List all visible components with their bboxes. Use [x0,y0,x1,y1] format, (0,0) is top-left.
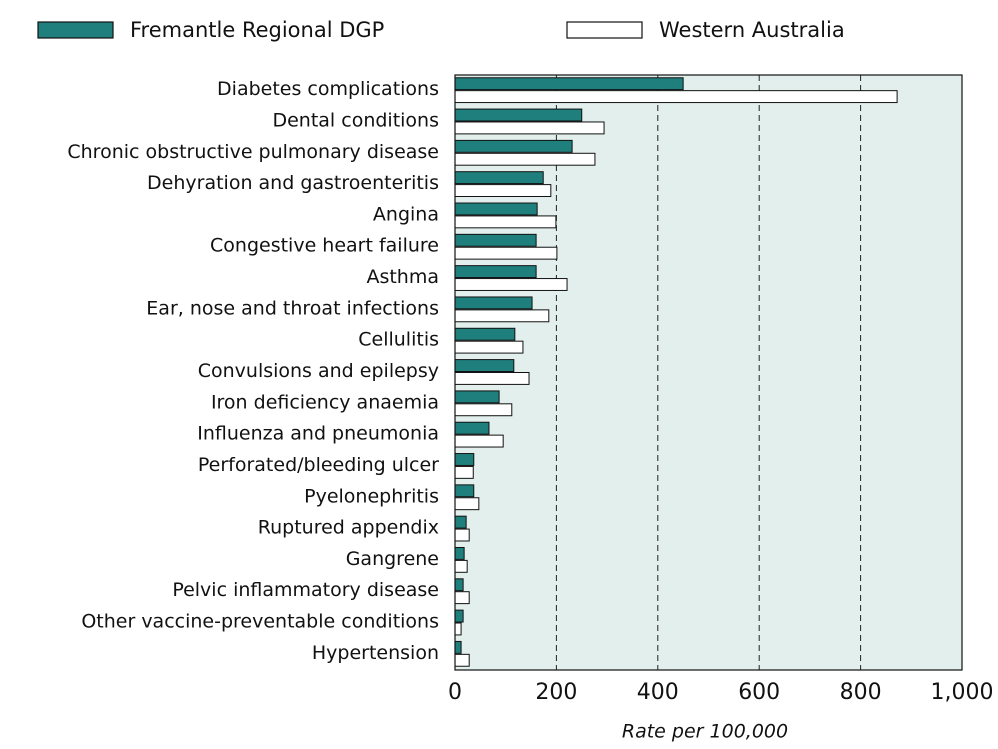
bar [454,77,684,91]
bar [454,453,475,466]
y-tick-label: Congestive heart failure [210,235,439,257]
bar [454,296,533,310]
bar [454,622,462,636]
legend-label: Western Australia [659,18,845,42]
bar [454,609,464,623]
x-tick-label: 400 [637,680,679,705]
y-tick-label: Dehyration and gastroenteritis [147,172,439,194]
bar [454,578,464,592]
x-tick-label: 600 [738,680,780,705]
bar [454,246,558,260]
bar [454,309,550,323]
x-tick-label: 800 [840,680,882,705]
y-tick-label: Ear, nose and throat infections [146,297,439,319]
bar [454,421,490,435]
bar [454,484,475,498]
y-tick-label: Cellulitis [358,329,439,351]
bar [454,640,462,654]
bar [454,184,552,198]
y-tick-label: Angina [373,203,439,225]
bar [454,434,504,448]
bar [454,265,537,279]
bar [454,546,465,560]
bar [454,121,605,135]
bar [454,233,537,247]
y-tick-label: Convulsions and epilepsy [198,360,439,382]
plot-border [454,74,963,671]
bar [454,559,468,573]
bar [454,90,898,104]
y-tick-label: Other vaccine-preventable conditions [81,611,439,633]
x-tick-label: 0 [448,680,462,705]
bar [454,152,596,166]
bar [454,372,530,385]
bar [454,171,544,185]
bar [454,278,568,291]
bar [454,139,573,153]
y-tick-label: Influenza and pneumonia [197,423,439,445]
x-tick-label: 200 [535,680,577,705]
y-tick-label: Iron deficiency anaemia [211,391,439,413]
x-tick-label: 1,000 [931,680,994,705]
bar [454,403,513,417]
bar [454,215,557,229]
bar [454,653,470,667]
bar [454,108,583,122]
y-tick-label: Gangrene [346,548,439,570]
legend-label: Fremantle Regional DGP [130,18,384,42]
bar [454,465,474,479]
y-tick-label: Hypertension [312,642,439,664]
bar [454,327,516,341]
y-tick-label: Asthma [366,266,439,288]
y-tick-label: Dental conditions [272,109,439,131]
legend-swatch [566,21,643,39]
y-tick-label: Pyelonephritis [304,485,439,507]
bar [454,591,470,605]
legend-swatch [37,21,114,39]
bar [454,202,538,216]
x-axis-label: Rate per 100,000 [622,721,788,743]
y-tick-label: Chronic obstructive pulmonary disease [67,141,439,163]
y-tick-label: Ruptured appendix [258,517,439,539]
y-tick-label: Perforated/bleeding ulcer [198,454,439,476]
y-tick-label: Pelvic inflammatory disease [172,579,439,601]
bar [454,390,500,404]
bar [454,497,480,511]
bar [454,515,467,529]
bar [454,528,470,542]
bar [454,359,515,373]
y-tick-label: Diabetes complications [217,78,439,100]
bar [454,340,524,354]
